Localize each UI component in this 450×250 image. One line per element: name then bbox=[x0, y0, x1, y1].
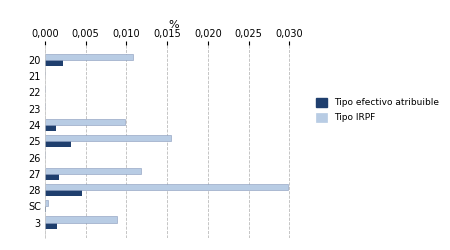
Bar bbox=[45, 206, 46, 212]
Bar bbox=[45, 125, 56, 131]
Bar bbox=[45, 200, 48, 206]
Legend: Tipo efectivo atribuible, Tipo IRPF: Tipo efectivo atribuible, Tipo IRPF bbox=[316, 98, 439, 122]
Bar bbox=[45, 119, 125, 125]
Bar bbox=[45, 168, 141, 174]
Bar bbox=[45, 60, 63, 66]
Bar bbox=[45, 190, 81, 196]
Bar bbox=[45, 135, 171, 141]
Bar bbox=[45, 141, 71, 148]
Bar bbox=[45, 222, 57, 229]
Bar bbox=[45, 216, 117, 222]
Bar bbox=[45, 54, 133, 60]
Bar bbox=[45, 184, 288, 190]
X-axis label: %: % bbox=[168, 20, 179, 30]
Bar bbox=[45, 174, 59, 180]
